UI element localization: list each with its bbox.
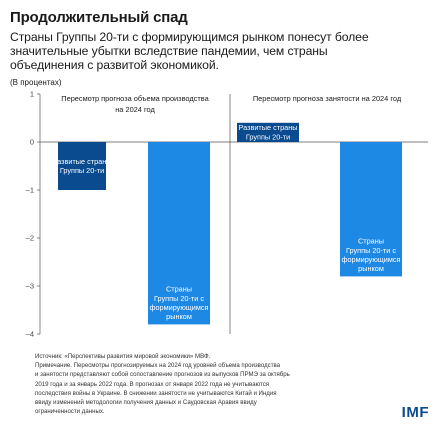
note-line: и занятости представляют собой сопоставл… xyxy=(35,371,290,379)
y-tick-label: 1 xyxy=(30,90,34,99)
imf-logo: IMF xyxy=(401,404,429,421)
bar-category-label: Группы 20-ти с xyxy=(346,246,396,255)
y-tick-label: –1 xyxy=(26,186,34,195)
bar-category-label: Страны xyxy=(358,237,384,246)
panel-title: Пересмотр прогноза занятости на 2024 год xyxy=(253,94,402,103)
bar-category-label: рынком xyxy=(166,312,192,321)
note-line: 2019 года и за январь 2022 года. В прогн… xyxy=(35,380,270,388)
bar xyxy=(237,122,299,142)
chart-subtitle: Страны Группы 20-ти с формирующимся рынк… xyxy=(10,30,430,72)
y-tick-label: –2 xyxy=(26,234,34,243)
source-notes: Источник: «Перспективы развития мировой … xyxy=(35,352,395,416)
panel-title: Пересмотр прогноза объема производства xyxy=(61,94,209,103)
subtitle-line-3: объединения с развитой экономикой. xyxy=(10,58,219,72)
bar xyxy=(340,142,402,277)
bar-category-label: Развитые страны xyxy=(239,123,298,132)
y-tick-label: 0 xyxy=(30,138,34,147)
note-line: Источник: «Перспективы развития мировой … xyxy=(35,353,211,360)
y-tick-label: –3 xyxy=(26,282,34,291)
note-line: Примечание. Пересмотры прогнозируемых на… xyxy=(35,362,281,370)
subtitle-line-2: значительные убытки вследствие пандемии,… xyxy=(10,44,328,58)
bar-category-label: Группы 20-ти xyxy=(246,132,290,141)
note-line: последствия войны в Украине. В снижении … xyxy=(35,389,277,397)
bar-category-label: Страны xyxy=(166,285,192,294)
note-line: ограниченности данных. xyxy=(35,408,105,416)
y-tick-label: –4 xyxy=(26,330,34,339)
bar xyxy=(148,142,210,325)
units-label: (В процентах) xyxy=(10,78,62,87)
chart-title: Продолжительный спад xyxy=(10,9,188,26)
bar-category-label: Развитые страны xyxy=(53,157,112,166)
bar-category-label: формирующимся xyxy=(341,255,400,264)
bar-category-label: рынком xyxy=(358,264,384,273)
bar-category-label: формирующимся xyxy=(149,303,208,312)
note-line: ввиду изменений методологии получения да… xyxy=(35,399,257,407)
subtitle-line-1: Страны Группы 20-ти с формирующимся рынк… xyxy=(10,30,369,44)
bar-category-label: Группы 20-ти xyxy=(60,166,104,175)
bar xyxy=(58,142,106,190)
panel-title: на 2024 год xyxy=(115,105,155,114)
bar-category-label: Группы 20-ти с xyxy=(154,294,204,303)
